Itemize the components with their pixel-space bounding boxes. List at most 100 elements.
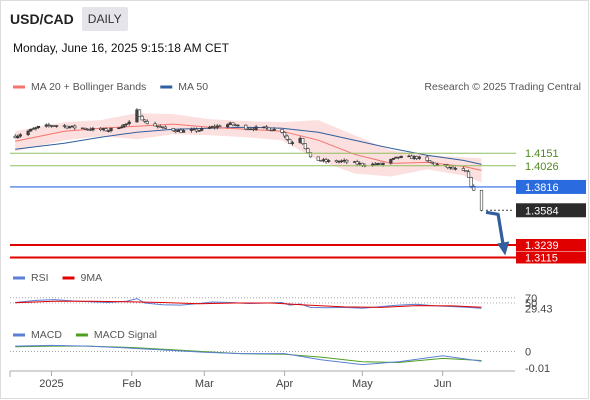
candle-body-51 xyxy=(197,130,201,132)
candle-body-33 xyxy=(135,109,139,123)
candle-body-52 xyxy=(200,128,204,131)
candle-body-12 xyxy=(55,125,59,127)
candle-body-105 xyxy=(394,156,398,159)
candle-body-37 xyxy=(145,121,149,125)
candle-body-99 xyxy=(373,163,377,166)
candle-body-122 xyxy=(453,168,458,170)
candle-body-117 xyxy=(435,164,440,166)
candle-body-120 xyxy=(448,166,453,169)
level-label-0: 1.4151 xyxy=(525,148,559,160)
candle-body-38 xyxy=(153,123,157,127)
candle-body-102 xyxy=(381,162,385,165)
candle-body-93 xyxy=(352,161,357,163)
chart-header: USD/CAD DAILY xyxy=(10,7,128,31)
level-label-3: 1.3584 xyxy=(525,205,559,217)
candle-body-9 xyxy=(47,124,51,126)
candle-body-72 xyxy=(272,129,276,131)
candle-body-79 xyxy=(301,137,305,144)
candle-body-86 xyxy=(324,159,328,162)
candle-body-34 xyxy=(137,109,142,117)
main-legend-label-0: MA 20 + Bollinger Bands xyxy=(31,81,146,93)
candle-body-42 xyxy=(163,126,168,129)
candle-body-87 xyxy=(327,160,331,162)
candle-body-48 xyxy=(189,129,193,131)
candle-body-116 xyxy=(433,162,437,166)
macd-legend-label-1: MACD Signal xyxy=(94,329,157,341)
candle-body-103 xyxy=(389,159,393,164)
candle-body-27 xyxy=(109,127,113,131)
candle-body-13 xyxy=(62,125,67,127)
x-tick-label-1: Feb xyxy=(122,378,141,390)
candle-body-80 xyxy=(303,143,307,150)
candle-body-60 xyxy=(231,122,235,126)
candle-body-44 xyxy=(174,130,178,132)
candle-body-85 xyxy=(321,159,326,161)
candle-body-106 xyxy=(397,156,401,159)
candle-body-74 xyxy=(283,131,287,137)
candle-body-39 xyxy=(156,125,160,128)
candle-body-108 xyxy=(407,155,411,158)
candle-body-73 xyxy=(280,129,284,133)
candle-body-111 xyxy=(415,156,419,159)
candle-body-36 xyxy=(143,119,147,122)
candle-body-5 xyxy=(31,128,35,130)
symbol-title: USD/CAD xyxy=(10,11,74,27)
candle-body-67 xyxy=(254,126,258,130)
candle-body-17 xyxy=(73,125,77,129)
candle-body-4 xyxy=(29,128,33,132)
candle-body-128 xyxy=(479,189,484,211)
candle-body-20 xyxy=(86,128,90,131)
rsi-legend-label-0: RSI xyxy=(31,272,49,284)
candle-body-114 xyxy=(428,160,432,163)
candle-body-96 xyxy=(360,162,364,166)
level-tag-2 xyxy=(516,179,586,194)
candle-body-15 xyxy=(67,126,72,129)
candle-body-28 xyxy=(117,127,121,130)
candle-body-16 xyxy=(70,125,74,128)
candle-body-25 xyxy=(104,128,108,132)
level-label-2: 1.3816 xyxy=(525,182,559,194)
candle-body-6 xyxy=(34,127,38,129)
candle-body-46 xyxy=(179,129,183,133)
candle-body-92 xyxy=(345,159,349,163)
copyright-notice: Research © 2025 Trading Central xyxy=(424,81,581,93)
candle-body-76 xyxy=(288,139,292,144)
candle-body-26 xyxy=(106,130,111,132)
candle-body-90 xyxy=(340,160,344,162)
candle-body-109 xyxy=(409,155,414,159)
candle-body-45 xyxy=(176,129,180,132)
candle-body-58 xyxy=(226,124,230,128)
timeframe-badge[interactable]: DAILY xyxy=(81,7,128,31)
x-tick-label-5: Jun xyxy=(434,378,452,390)
candle-body-88 xyxy=(334,160,339,163)
candle-body-77 xyxy=(290,142,294,144)
candle-body-57 xyxy=(218,125,222,128)
candle-body-71 xyxy=(270,129,274,132)
x-tick-label-4: May xyxy=(352,378,373,390)
candle-body-49 xyxy=(192,128,196,131)
candle-body-43 xyxy=(171,128,175,132)
rsi-level-label-0: 70 xyxy=(525,293,537,305)
candle-body-31 xyxy=(124,123,129,125)
candle-body-78 xyxy=(298,137,302,143)
candle-body-50 xyxy=(194,128,199,132)
candle-body-126 xyxy=(469,177,473,187)
candle-body-112 xyxy=(417,156,421,159)
candle-body-2 xyxy=(18,134,22,137)
level-label-4: 1.3239 xyxy=(525,240,559,252)
candle-body-68 xyxy=(262,126,266,128)
candle-body-65 xyxy=(249,128,253,131)
macd-line xyxy=(15,344,482,366)
candle-body-107 xyxy=(399,155,403,158)
candle-body-32 xyxy=(127,121,131,125)
macd-legend-label-0: MACD xyxy=(31,329,62,341)
candle-body-14 xyxy=(65,125,69,129)
macd-last-label: -0.01 xyxy=(525,363,550,375)
candle-body-23 xyxy=(99,127,103,131)
macd-zero-label: 0 xyxy=(525,347,531,359)
candle-body-40 xyxy=(158,126,162,128)
rsi-legend-label-1: 9MA xyxy=(81,272,103,284)
candle-body-11 xyxy=(52,125,56,127)
